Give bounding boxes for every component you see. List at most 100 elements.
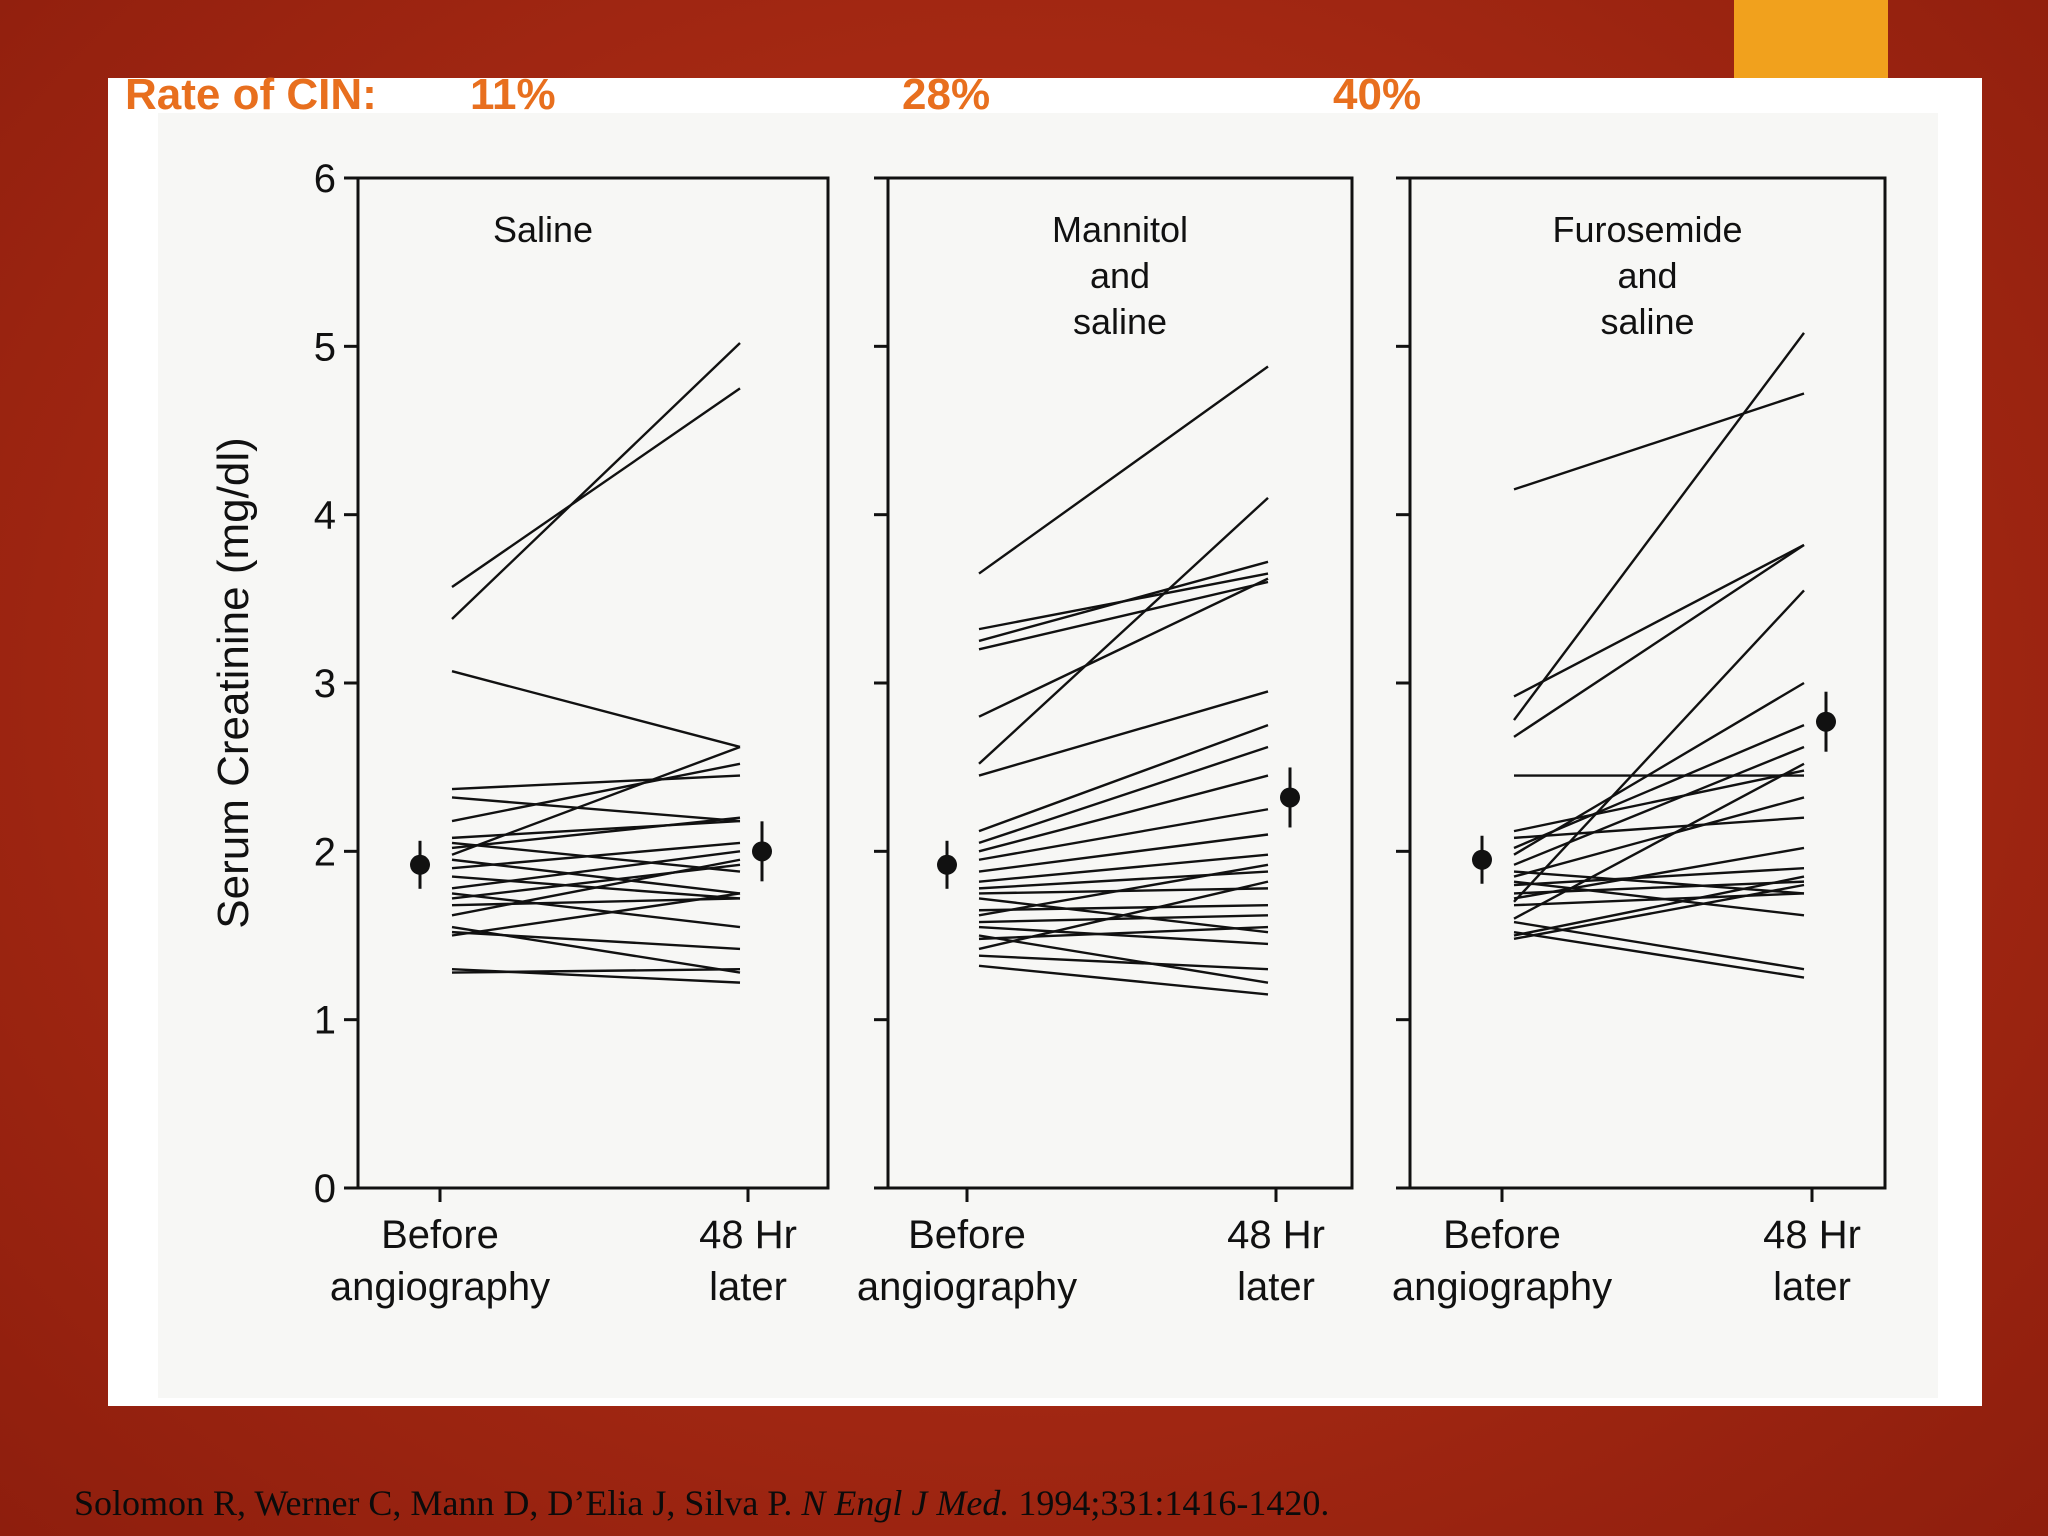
patient-line: [978, 580, 1269, 651]
panel-2: Before angiography 48 Hr later Mannitol and sa…: [857, 176, 1354, 1309]
patient-line: [978, 853, 1269, 883]
patient-line: [978, 934, 1269, 984]
patient-line: [451, 930, 741, 951]
mean-before-marker: [1472, 835, 1492, 884]
cin-rate-prefix: Rate of CIN:: [125, 70, 377, 119]
patient-line: [978, 880, 1269, 951]
x-tick-label: angiography: [1392, 1265, 1612, 1309]
citation: Solomon R, Werner C, Mann D, D’Elia J, S…: [74, 1482, 1329, 1524]
mean-after-marker: [1280, 767, 1300, 828]
patient-line: [451, 858, 741, 917]
patient-line: [978, 577, 1269, 718]
mean-point: [410, 854, 430, 875]
patient-line: [1513, 681, 1805, 856]
x-tick-label: 48 Hr: [1763, 1213, 1861, 1257]
patient-line: [1513, 870, 1805, 895]
x-tick-label: later: [1237, 1265, 1315, 1309]
patient-line: [451, 342, 741, 620]
x-tick-label: angiography: [857, 1265, 1077, 1309]
patient-line: [978, 690, 1269, 777]
patient-line: [451, 892, 741, 937]
accent-block: [1734, 0, 1888, 78]
patient-line: [978, 870, 1269, 890]
patient-line: [978, 914, 1269, 924]
patient-line: [1513, 866, 1805, 887]
patient-line: [451, 819, 741, 840]
patient-line: [1513, 930, 1805, 979]
x-tick-label: 48 Hr: [1227, 1213, 1325, 1257]
patient-line: [978, 954, 1269, 971]
patient-line: [1513, 846, 1805, 900]
patient-line: [1513, 880, 1805, 895]
mean-point: [937, 854, 957, 875]
mean-before-marker: [937, 840, 957, 889]
patient-line: [1513, 543, 1805, 698]
cin-rate-saline: 11%: [470, 70, 556, 119]
patient-line: [1513, 816, 1805, 840]
cin-rate-mannitol: 28%: [902, 70, 991, 119]
x-tick-label: Before: [381, 1213, 499, 1257]
patient-line: [451, 774, 741, 791]
patient-line: [451, 796, 741, 823]
panel-title: Saline: [493, 209, 593, 250]
patient-line: [978, 723, 1269, 833]
patient-line: [451, 841, 741, 870]
panel-title: saline: [1600, 301, 1694, 342]
patient-line: [978, 774, 1269, 853]
x-tick-label: later: [709, 1265, 787, 1309]
panel-frame: [356, 176, 830, 1190]
patient-line: [451, 892, 741, 929]
patient-line: [1513, 543, 1805, 738]
citation-authors: Solomon R, Werner C, Mann D, D’Elia J, S…: [74, 1483, 793, 1523]
y-tick-label: 1: [314, 999, 336, 1043]
y-tick-label: 4: [314, 494, 336, 538]
patient-line: [451, 670, 741, 749]
patient-line: [1513, 892, 1805, 907]
x-tick-label: Before: [908, 1213, 1026, 1257]
patient-line: [451, 850, 741, 890]
patient-line: [451, 762, 741, 823]
mean-after-marker: [1816, 691, 1836, 752]
panel-3: Before angiography 48 Hr later Furosemide and…: [1392, 176, 1887, 1309]
panel-title: Mannitol: [1052, 209, 1188, 250]
x-tick-label: later: [1773, 1265, 1851, 1309]
patient-line: [978, 904, 1269, 912]
patient-line: [978, 833, 1269, 873]
patient-line: [978, 560, 1269, 643]
x-tick-label: angiography: [330, 1265, 550, 1309]
patient-line: [1513, 796, 1805, 878]
panel-title: Furosemide: [1552, 209, 1742, 250]
patient-line: [1513, 920, 1805, 971]
patient-line: [451, 387, 741, 589]
x-tick-label: Before: [1443, 1213, 1561, 1257]
patient-line: [978, 925, 1269, 946]
patient-line: [1513, 589, 1805, 903]
y-tick-label: 2: [314, 830, 336, 874]
x-tick-label: 48 Hr: [699, 1213, 797, 1257]
patient-line: [451, 863, 741, 900]
mean-point: [752, 841, 772, 862]
patient-line: [451, 967, 741, 974]
patient-line: [978, 365, 1269, 575]
panel-title: and: [1090, 255, 1150, 296]
mean-after-marker: [752, 821, 772, 882]
y-axis-label: Serum Creatinine (mg/dl): [209, 437, 258, 929]
patient-line: [451, 745, 741, 856]
patient-line: [1513, 745, 1805, 866]
y-tick-label: 5: [314, 325, 336, 369]
patient-line: [451, 841, 741, 873]
patient-line: [1513, 392, 1805, 491]
mean-point: [1280, 787, 1300, 808]
patient-line: [978, 863, 1269, 917]
panel-title: saline: [1073, 301, 1167, 342]
mean-point: [1816, 711, 1836, 732]
citation-reference: 1994;331:1416-1420.: [1018, 1483, 1330, 1523]
figure-panel: [108, 78, 1982, 1406]
patient-line: [451, 816, 741, 850]
mean-point: [1472, 849, 1492, 870]
patient-line: [1513, 723, 1805, 850]
citation-journal: N Engl J Med.: [801, 1483, 1010, 1523]
y-tick-label: 3: [314, 662, 336, 706]
patient-line: [451, 858, 741, 895]
